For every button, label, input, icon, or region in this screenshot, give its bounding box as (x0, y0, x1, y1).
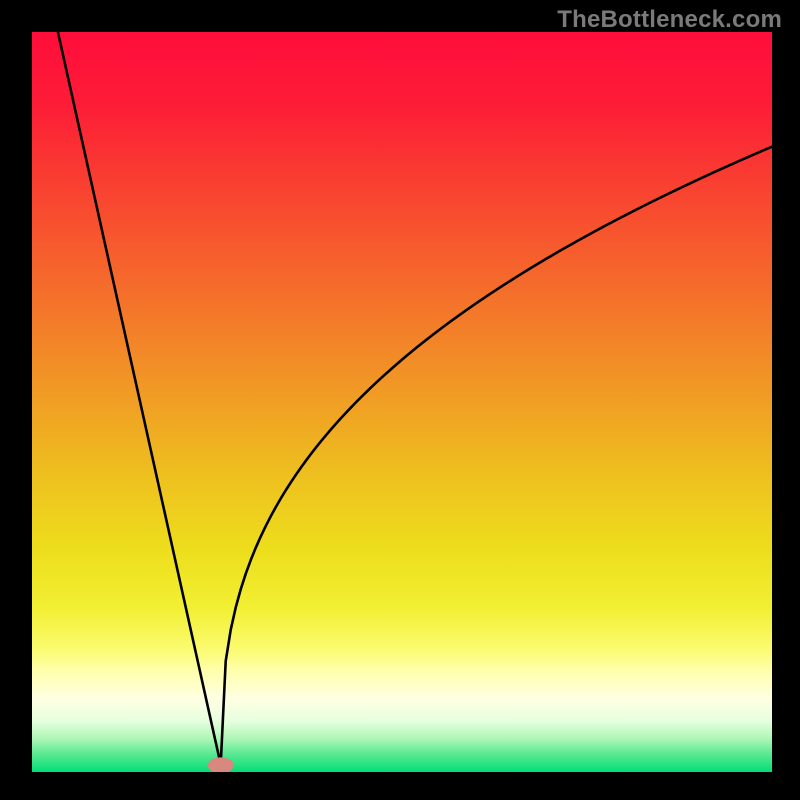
chart-frame: TheBottleneck.com (0, 0, 800, 800)
gradient-background (32, 32, 772, 772)
plot-area (32, 32, 772, 772)
watermark-text: TheBottleneck.com (557, 6, 782, 34)
plot-svg (32, 32, 772, 772)
